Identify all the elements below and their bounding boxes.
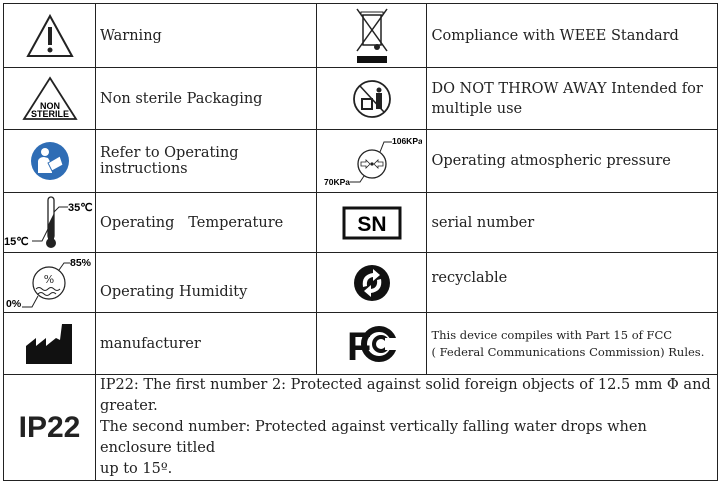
fcc-icon: F: [347, 325, 397, 364]
recyclable-icon: [353, 264, 390, 301]
ip-description: IP22: The first number 2: Protected agai…: [95, 374, 718, 481]
pressure-icon: 106KPa 70KPa: [324, 136, 422, 187]
fcc-label: This device compiles with Part 15 of FCC…: [426, 312, 718, 375]
instructions-cell: [3, 129, 96, 193]
humidity-cell: % 85% 0%: [3, 252, 96, 313]
pressure-label: Operating atmospheric pressure: [426, 129, 718, 193]
ip-line-2: The second number: Protected against ver…: [100, 419, 647, 456]
warning-cell: [3, 3, 96, 68]
humidity-max: 85%: [70, 257, 92, 269]
weee-bin-icon: [356, 8, 388, 63]
pressure-cell: 106KPa 70KPa: [316, 129, 428, 193]
sterile-text: STERILE: [30, 109, 68, 119]
temperature-cell: 35℃ 15℃: [3, 192, 96, 253]
manufacturer-label: manufacturer: [94, 312, 318, 375]
do-not-throw-away-icon: [353, 79, 391, 118]
table-row: NON STERILE Non sterile Packaging DO NOT…: [3, 67, 718, 130]
manufacturer-icon: [25, 323, 72, 364]
table-row: Warning Compliance with WEEE Standard: [3, 3, 718, 68]
ip22-icon: IP22: [18, 410, 81, 444]
temperature-label: Operating Temperature: [94, 192, 318, 253]
table-row: Refer to Operating instructions 106KPa 7…: [3, 129, 718, 193]
warning-label: Warning: [94, 3, 318, 68]
do-not-throw-cell: [316, 67, 428, 130]
weee-cell: [316, 3, 428, 68]
humidity-label: Operating Humidity: [94, 252, 318, 313]
thermometer-icon: 35℃ 15℃: [4, 195, 93, 248]
manufacturer-cell: [3, 312, 96, 375]
non-sterile-cell: NON STERILE: [3, 67, 96, 130]
read-instructions-icon: [30, 142, 69, 180]
svg-text:%: %: [44, 273, 54, 286]
symbols-table: Warning Compliance with WEEE Standard NO…: [3, 3, 718, 481]
temp-min: 15℃: [4, 236, 29, 248]
pressure-min: 70KPa: [324, 177, 350, 187]
weee-label: Compliance with WEEE Standard: [426, 3, 718, 68]
table-row: manufacturer F This device compiles with…: [3, 312, 718, 375]
recyclable-label: recyclable: [426, 252, 718, 313]
non-sterile-label: Non sterile Packaging: [94, 67, 318, 130]
fcc-line-2: ( Federal Communications Commission) Rul…: [431, 344, 705, 359]
ip-cell: IP22: [3, 374, 96, 481]
fcc-line-1: This device compiles with Part 15 of FCC: [431, 327, 673, 342]
table-row: 35℃ 15℃ Operating Temperature SN serial …: [3, 192, 718, 253]
warning-icon: [25, 13, 74, 57]
temp-max: 35℃: [68, 202, 93, 214]
non-text: NON: [40, 101, 60, 111]
instructions-label: Refer to Operating instructions: [94, 129, 318, 193]
non-sterile-icon: NON STERILE: [21, 75, 78, 120]
table-row: IP22 IP22: The first number 2: Protected…: [3, 374, 718, 481]
ip-line-3: up to 15º.: [100, 461, 173, 477]
fcc-cell: F: [316, 312, 428, 375]
humidity-min: 0%: [6, 298, 22, 310]
pressure-max: 106KPa: [392, 136, 422, 146]
serial-cell: SN: [316, 192, 428, 253]
recyclable-cell: [316, 252, 428, 313]
ip-line-1: IP22: The first number 2: Protected agai…: [100, 377, 711, 414]
serial-label: serial number: [426, 192, 718, 253]
sn-text: SN: [357, 213, 386, 236]
table-row: % 85% 0% Operating Humidity recyclable: [3, 252, 718, 313]
do-not-throw-label: DO NOT THROW AWAY Intended for multiple …: [426, 67, 718, 130]
serial-number-icon: SN: [342, 206, 402, 239]
humidity-icon: % 85% 0%: [6, 257, 92, 310]
